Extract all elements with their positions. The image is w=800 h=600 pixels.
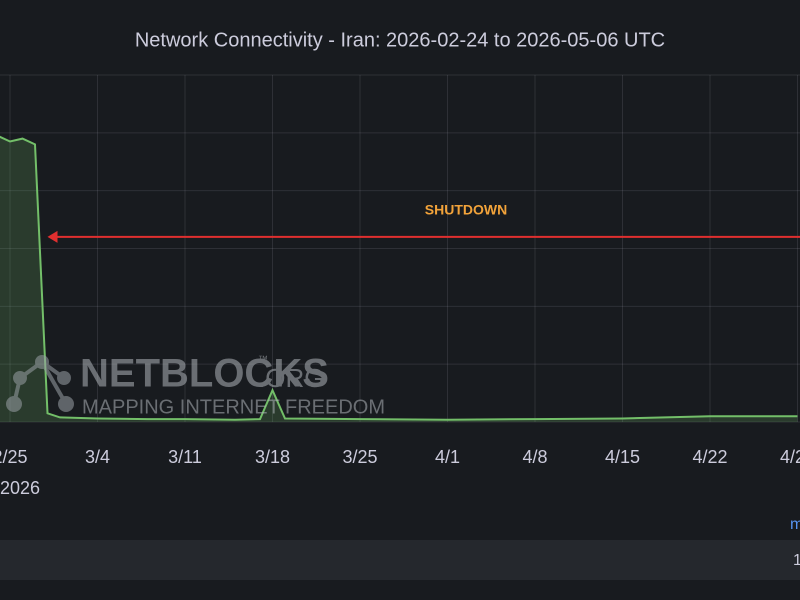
x-tick-label: 4/1 [435,447,460,467]
logo-nodes [6,355,74,412]
x-tick-label: 3/18 [255,447,290,467]
footer-bar [0,540,800,580]
watermark-name: NETBLOCKS [80,352,329,396]
watermark-tm: ™ [258,355,268,366]
watermark-tagline: MAPPING INTERNET FREEDOM [82,396,385,418]
footer-link[interactable]: m [790,516,800,533]
line [0,135,798,421]
annotation-label: SHUTDOWN [425,202,507,218]
chart-title: Network Connectivity - Iran: 2026-02-24 … [135,29,665,51]
x-year-label: 2026 [0,478,40,498]
x-tick-label: 3/25 [342,447,377,467]
x-tick-label: 4/29 [780,447,800,467]
annotation-arrowhead [47,230,58,243]
x-tick-label: 4/22 [692,447,727,467]
footer-value: 1 [793,552,800,569]
watermark-suffix: .ORG [258,363,324,393]
x-tick-label: 4/15 [605,447,640,467]
x-tick-label: 2/25 [0,447,28,467]
x-tick-label: 3/11 [168,447,202,467]
x-tick-label: 4/8 [522,447,547,467]
x-tick-label: 3/4 [85,447,110,467]
watermark: NETBLOCKS ™ .ORG MAPPING INTERNET FREEDO… [6,352,385,418]
plot: 2/25 3/4 3/11 3/18 3/25 4/1 4/8 4/15 4/22 4/29 SHU… [0,74,800,467]
